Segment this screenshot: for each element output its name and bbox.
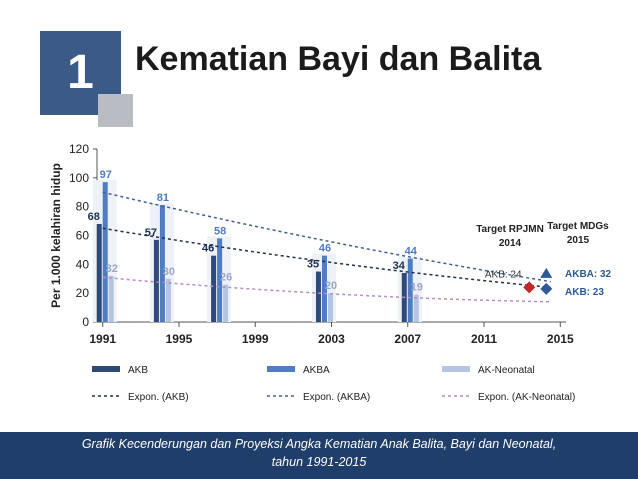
data-label: 30: [163, 266, 175, 278]
bar-akb: [96, 223, 102, 322]
bar-ak-neonatal: [327, 293, 333, 322]
y-tick-label: 40: [76, 257, 90, 271]
y-tick-label: 0: [82, 315, 89, 329]
data-label: 19: [411, 282, 423, 294]
bar-akb: [211, 255, 217, 322]
y-tick-label: 120: [69, 142, 89, 156]
y-axis-label: Per 1.000 kelahiran hidup: [49, 163, 63, 308]
bar-ak-neonatal: [165, 278, 171, 322]
bar-ak-neonatal: [413, 294, 419, 322]
x-tick-label: 2003: [318, 332, 345, 346]
x-tick-label: 1995: [166, 332, 193, 346]
data-label: 32: [106, 263, 118, 275]
x-tick-label: 2015: [547, 332, 574, 346]
data-label: 20: [325, 280, 337, 292]
target-mdgs-label: Target MDGs: [547, 221, 609, 232]
target-mdgs-akba-marker: [540, 267, 553, 278]
target-mdgs-akb-marker: [540, 282, 553, 295]
caption: Grafik Kecenderungan dan Proyeksi Angka …: [0, 435, 638, 471]
y-tick-label: 80: [76, 200, 90, 214]
legend-label: Expon. (AKB): [128, 392, 189, 403]
target-rpjmn-marker: [523, 281, 536, 294]
caption-line-2: tahun 1991-2015: [271, 455, 367, 469]
caption-line-1: Grafik Kecenderungan dan Proyeksi Angka …: [81, 437, 557, 451]
data-label: 44: [405, 246, 418, 258]
bar-akb: [153, 239, 159, 322]
y-tick-label: 20: [76, 286, 90, 300]
data-label: 68: [88, 211, 100, 223]
section-number-accent: [98, 94, 133, 127]
target-mdgs-akba-value: AKBA: 32: [565, 269, 612, 280]
legend-label: AKBA: [303, 365, 330, 376]
data-label: 26: [220, 272, 232, 284]
x-tick-label: 1991: [89, 332, 116, 346]
x-tick-label: 2011: [471, 332, 497, 346]
chart: 0 20 40 60 80 100 120 Per 1.000 kelahiran hidup…: [49, 142, 612, 403]
data-label: 34: [393, 260, 406, 272]
trendline: [102, 191, 551, 283]
legend-label: AKB: [128, 365, 148, 376]
bar-akba: [217, 238, 223, 322]
target-mdgs-akb-value: AKB: 23: [565, 287, 604, 298]
data-label: 97: [100, 169, 112, 181]
bar-akba: [407, 258, 413, 322]
bar-akb: [315, 271, 321, 322]
legend-label: AK-Neonatal: [478, 365, 535, 376]
caption-bar: [0, 432, 638, 479]
target-rpjmn-value: AKB: 24: [485, 269, 522, 280]
data-label: 57: [145, 227, 157, 239]
bar-akba: [321, 255, 327, 322]
target-mdgs-year: 2015: [567, 235, 590, 246]
bar-akba: [102, 182, 108, 322]
section-number: 1: [67, 46, 94, 99]
data-label: 35: [307, 259, 319, 271]
data-label: 58: [214, 225, 226, 237]
target-rpjmn-year: 2014: [499, 238, 522, 249]
legend-label: Expon. (AK-Neonatal): [478, 392, 575, 403]
trendline: [102, 227, 551, 289]
bar-ak-neonatal: [223, 284, 229, 322]
y-tick-label: 60: [76, 229, 90, 243]
legend-label: Expon. (AKBA): [303, 392, 370, 403]
legend-swatch: [92, 366, 120, 372]
data-label: 81: [157, 192, 169, 204]
legend-swatch: [442, 366, 470, 372]
y-tick-label: 100: [69, 171, 89, 185]
page-title: Kematian Bayi dan Balita: [135, 40, 542, 78]
data-label: 46: [319, 243, 331, 255]
bar-ak-neonatal: [108, 275, 114, 322]
target-rpjmn-label: Target RPJMN: [476, 224, 544, 235]
x-tick-label: 2007: [394, 332, 421, 346]
x-tick-label: 1999: [242, 332, 269, 346]
trendline: [102, 276, 551, 303]
legend-swatch: [267, 366, 295, 372]
bar-akba: [159, 205, 165, 322]
